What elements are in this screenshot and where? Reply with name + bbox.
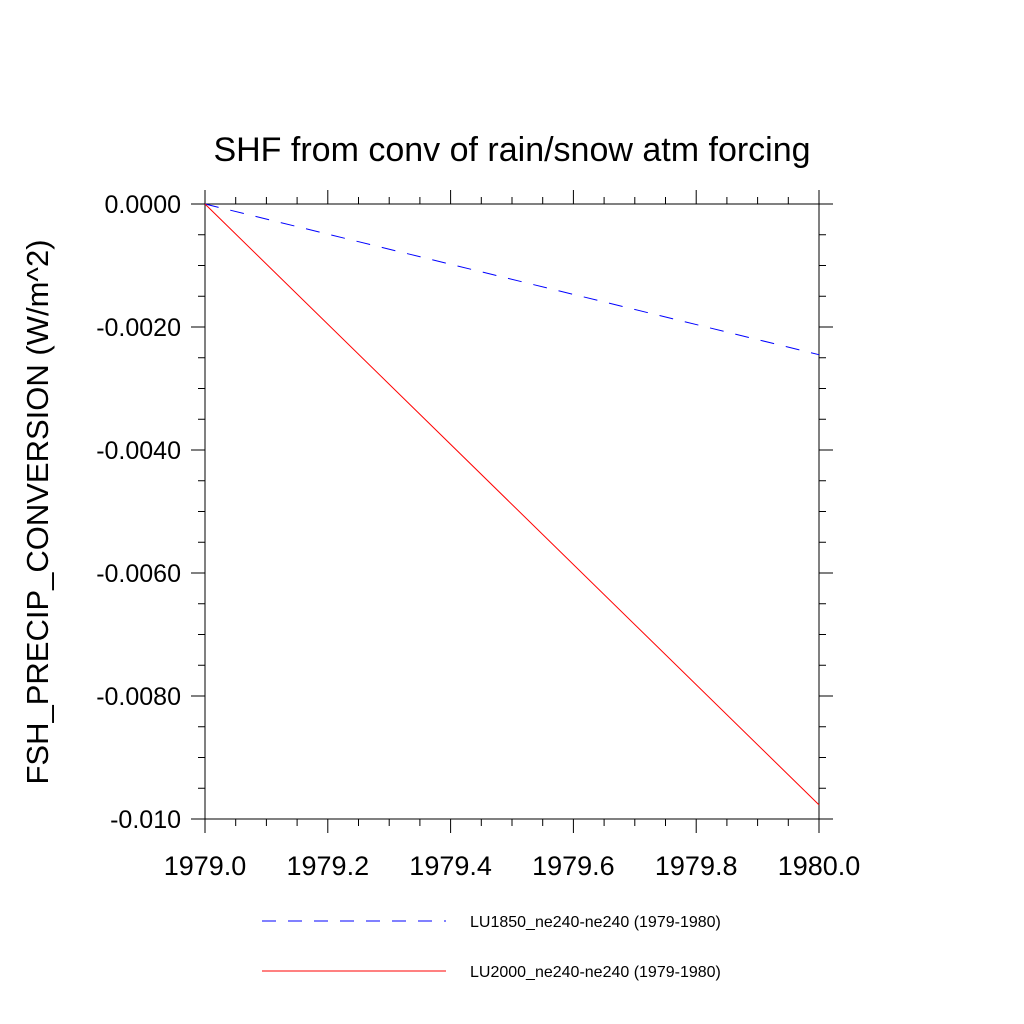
axes: 1979.0 1979.2 1979.4 1979.6 1979.8 1980.0 0.00…: [96, 190, 860, 881]
x-tick-label: 1979.8: [655, 851, 738, 881]
y-tick-label: 0.0000: [105, 191, 181, 219]
y-axis-label: FSH_PRECIP_CONVERSION (W/m^2): [20, 239, 55, 784]
series-line-1: [204, 203, 820, 356]
legend-label-1: LU1850_ne240-ne240 (1979-1980): [470, 914, 721, 931]
plot-lines: [204, 203, 820, 806]
chart-title: SHF from conv of rain/snow atm forcing: [213, 131, 810, 169]
plot-frame: [204, 203, 820, 820]
y-tick-label: -0.0040: [96, 437, 181, 465]
series-line-2: [204, 203, 820, 806]
y-tick-label: -0.0020: [96, 314, 181, 342]
x-tick-label: 1979.2: [287, 851, 370, 881]
y-tick-label: -0.010: [110, 806, 181, 834]
legend-label-2: LU2000_ne240-ne240 (1979-1980): [470, 964, 721, 981]
x-tick-label: 1979.6: [532, 851, 615, 881]
x-tick-label: 1979.0: [164, 851, 247, 881]
y-tick-label: -0.0080: [96, 683, 181, 711]
x-tick-label: 1980.0: [778, 851, 861, 881]
x-tick-label: 1979.4: [409, 851, 492, 881]
y-tick-label: -0.0060: [96, 560, 181, 588]
legend: LU1850_ne240-ne240 (1979-1980) LU2000_ne2…: [262, 914, 721, 981]
